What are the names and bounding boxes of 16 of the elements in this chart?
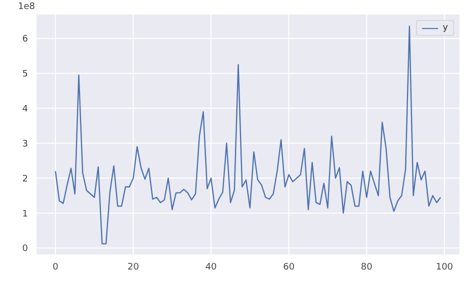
y-tick-label: 1	[22, 209, 28, 220]
text: 1e8	[18, 2, 35, 12]
y-tick-label: 3	[22, 139, 28, 150]
x-tick-label: 60	[283, 262, 295, 272]
x-tick-label: 100	[436, 262, 454, 272]
y-tick-label: 5	[22, 70, 28, 80]
line-series	[54, 26, 442, 244]
x-tick-label: 80	[360, 262, 373, 272]
x-tick-label: 20	[128, 262, 140, 272]
legend-label: y	[442, 23, 448, 33]
y-tick-label: 0	[22, 244, 28, 254]
x-tick-label: 40	[205, 262, 218, 272]
y-tick-label: 4	[22, 104, 28, 114]
x-tick-label: 0	[52, 262, 59, 272]
y-tick-label: 2	[22, 174, 28, 184]
y-tick-label: 6	[22, 34, 28, 45]
